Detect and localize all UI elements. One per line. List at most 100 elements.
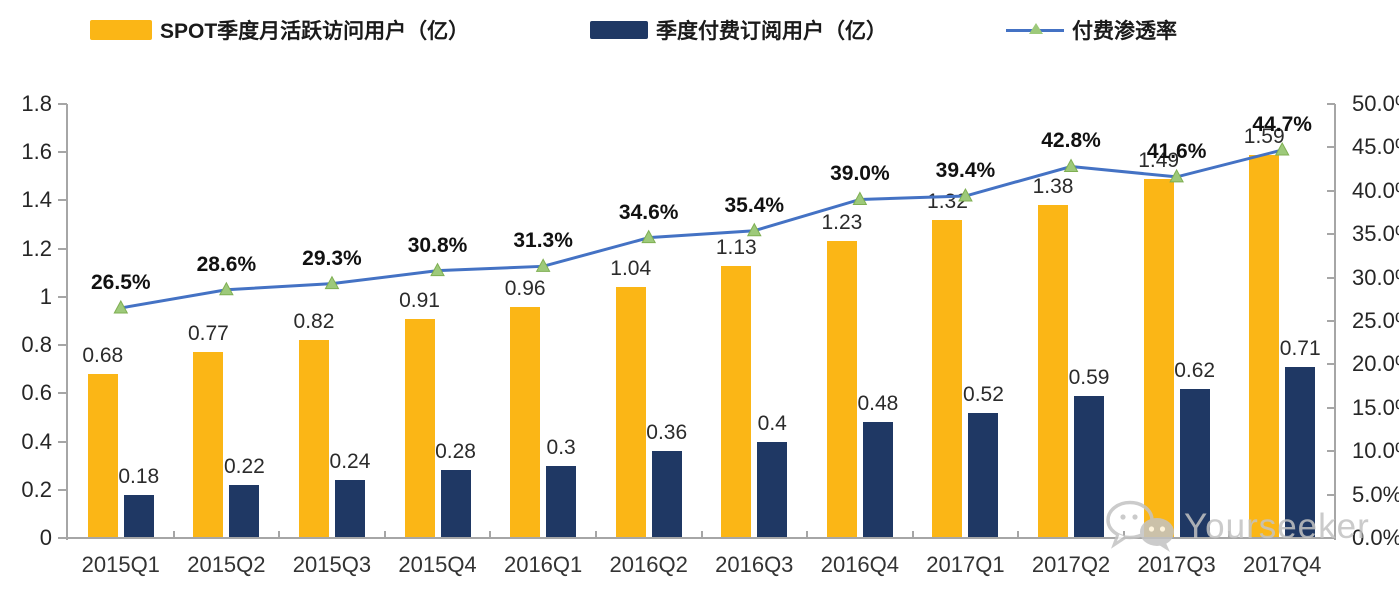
penetration-rate-label: 39.0%: [830, 162, 890, 186]
penetration-rate-label: 28.6%: [196, 252, 257, 276]
penetration-rate-label: 35.4%: [724, 193, 785, 217]
mau-bar-label: 1.04: [610, 257, 652, 281]
subscriber-bar: [123, 494, 154, 537]
x-axis-tick: [1228, 531, 1231, 538]
right-axis-tick-label: 10.0%: [1352, 438, 1399, 464]
left-axis-tick-label: 0.6: [21, 380, 52, 406]
watermark-text: Yourseeker: [1184, 507, 1370, 546]
mau-bar-swatch: [90, 20, 152, 40]
subscriber-bar-label: 0.36: [646, 421, 688, 445]
legend-label-penetration: 付费渗透率: [1072, 20, 1177, 43]
x-axis-category-label: 2017Q3: [1137, 552, 1216, 577]
right-axis-tick: [1327, 320, 1335, 322]
subscriber-bar: [1179, 388, 1210, 537]
x-axis-category-label: 2016Q1: [503, 552, 583, 577]
triangle-marker-icon: [324, 275, 340, 290]
left-axis-tick-label: 1.6: [21, 139, 52, 165]
x-axis-category-label: 2017Q1: [926, 552, 1005, 577]
x-axis-category-label: 2015Q2: [187, 552, 266, 577]
legend-item-mau: SPOT季度月活跃访问用户（亿）: [90, 14, 469, 46]
right-axis-tick: [1327, 146, 1335, 149]
right-axis-tick-label: 25.0%: [1352, 308, 1399, 333]
x-axis-tick: [172, 531, 175, 538]
subscriber-bar-label: 0.18: [118, 464, 160, 488]
legend-item-subscribers: 季度付费订阅用户（亿）: [590, 14, 887, 46]
subscriber-bar-label: 0.3: [546, 435, 576, 459]
subscriber-bar: [968, 412, 999, 537]
right-axis-tick-label: 35.0%: [1352, 221, 1399, 247]
x-axis-tick: [278, 531, 281, 538]
subscriber-bar-label: 0.62: [1174, 358, 1216, 382]
left-axis-tick-label: 0.8: [21, 332, 52, 358]
triangle-marker-icon: [219, 281, 234, 296]
right-axis-tick: [1327, 406, 1335, 409]
subscriber-bar-label: 0.4: [757, 411, 787, 435]
x-axis-category-label: 2015Q3: [292, 552, 372, 577]
triangle-marker-icon: [1063, 158, 1079, 172]
penetration-line-swatch: [1006, 22, 1064, 38]
triangle-marker-icon: [852, 191, 868, 205]
left-axis-tick: [58, 392, 67, 395]
watermark: Yourseeker: [1104, 498, 1370, 556]
x-axis-tick: [1122, 531, 1125, 538]
left-axis-tick-label: 0.4: [21, 428, 52, 454]
right-axis-tick-label: 50.0%: [1352, 91, 1399, 116]
subscriber-bar-label: 0.71: [1279, 336, 1321, 360]
x-axis-category-label: 2015Q1: [81, 552, 160, 577]
right-axis-tick-label: 0.0%: [1352, 525, 1399, 550]
penetration-rate-label: 39.4%: [935, 159, 996, 182]
mau-bar-label: 0.68: [82, 344, 124, 368]
x-axis-tick: [700, 531, 703, 538]
mau-bar: [510, 306, 541, 537]
subscriber-bar: [651, 451, 682, 537]
left-axis-tick-label: 0.2: [21, 476, 52, 502]
left-axis-tick-label: 1.4: [21, 187, 52, 213]
x-axis-category-label: 2016Q3: [715, 552, 794, 577]
x-axis-tick: [489, 531, 492, 538]
right-axis-tick: [1327, 233, 1335, 236]
x-axis-category-label: 2016Q4: [820, 552, 900, 577]
right-axis-tick-label: 15.0%: [1352, 394, 1399, 420]
subscriber-bar: [1285, 366, 1316, 537]
subscriber-bar: [229, 484, 260, 537]
triangle-marker-icon: [535, 258, 551, 272]
mau-bar-label: 0.82: [293, 310, 335, 334]
x-axis-category-label: 2017Q2: [1031, 552, 1111, 577]
subscriber-bar: [546, 465, 577, 537]
subscriber-bar: [1074, 395, 1105, 537]
x-axis-tick: [1017, 531, 1020, 538]
triangle-marker-icon: [113, 299, 129, 314]
left-axis-tick: [58, 151, 67, 154]
subscriber-bar-label: 0.22: [223, 454, 265, 478]
x-axis-category-label: 2016Q2: [609, 552, 688, 577]
x-axis-tick: [806, 531, 809, 538]
left-axis-tick: [58, 537, 67, 539]
legend-label-mau: SPOT季度月活跃访问用户（亿）: [160, 20, 470, 43]
penetration-rate-label: 44.7%: [1252, 113, 1312, 136]
left-axis-tick-label: 1.8: [21, 91, 52, 116]
penetration-rate-label: 34.6%: [618, 200, 679, 224]
left-axis-tick-label: 1: [39, 283, 52, 309]
wechat-icon: [1106, 500, 1174, 552]
x-axis-line: [66, 537, 1336, 539]
subscriber-bar-label: 0.24: [329, 450, 371, 474]
subscriber-bar-label: 0.52: [963, 382, 1004, 406]
x-axis-category-label: 2015Q4: [398, 552, 477, 577]
x-axis-category-label: 2017Q4: [1243, 552, 1322, 577]
subscriber-bar: [334, 480, 365, 537]
mau-bar-label: 1.13: [715, 235, 757, 259]
penetration-rate-label: 42.8%: [1041, 129, 1101, 153]
right-axis-tick: [1327, 493, 1335, 496]
x-axis-tick: [911, 531, 914, 538]
penetration-rate-label: 31.3%: [513, 229, 573, 253]
penetration-rate-label: 41.6%: [1146, 139, 1207, 163]
triangle-marker-icon: [641, 229, 657, 244]
left-axis-tick: [58, 344, 67, 347]
left-axis-tick: [58, 103, 67, 105]
legend-item-penetration: 付费渗透率: [1006, 14, 1177, 46]
penetration-rate-label: 30.8%: [407, 233, 468, 257]
right-axis-tick-label: 5.0%: [1352, 481, 1399, 507]
mau-bar: [404, 318, 435, 537]
right-axis-tick-label: 20.0%: [1352, 351, 1399, 377]
